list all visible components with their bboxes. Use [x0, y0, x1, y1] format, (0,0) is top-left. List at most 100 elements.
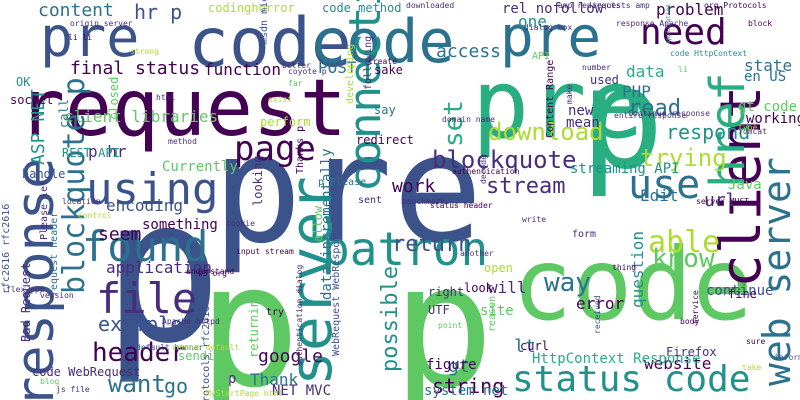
cloud-word: try — [266, 307, 285, 318]
cloud-word: status code — [512, 359, 751, 400]
cloud-word: go — [164, 374, 189, 398]
cloud-word: sure — [746, 337, 766, 346]
cloud-word: reason — [487, 295, 498, 332]
cloud-word: rfc2616 rfc2616 — [1, 203, 12, 294]
cloud-word: application — [106, 258, 212, 277]
cloud-word: code WebRequest — [32, 365, 141, 379]
cloud-word: hr p — [134, 0, 183, 24]
cloud-word: patron — [322, 222, 489, 276]
cloud-word: fine — [728, 287, 757, 301]
cloud-word: block — [748, 19, 773, 28]
cloud-word: li li — [68, 33, 93, 42]
cloud-word: default banner — [136, 343, 204, 352]
cloud-word: work — [392, 176, 436, 197]
cloud-word: create — [368, 57, 397, 66]
cloud-word: code method — [322, 1, 402, 15]
cloud-word: blockquote — [432, 146, 577, 174]
cloud-word: call — [57, 99, 71, 128]
cloud-word: PHP — [622, 82, 651, 101]
cloud-word: function — [204, 60, 282, 79]
cloud-word: far — [288, 79, 303, 88]
cloud-word: return — [392, 232, 472, 257]
cloud-word: figure — [426, 357, 477, 373]
cloud-word: final status — [70, 58, 201, 79]
cloud-word: sending — [178, 349, 229, 363]
cloud-word: new — [568, 103, 594, 119]
cloud-word: look — [464, 281, 493, 295]
cloud-word: coyote p — [288, 67, 327, 76]
cloud-word: curl — [520, 339, 549, 353]
cloud-word: p — [580, 38, 665, 201]
cloud-word: closed — [107, 76, 121, 120]
cloud-word: Please let — [39, 179, 50, 240]
cloud-word: read — [628, 96, 681, 121]
cloud-word: requests amp — [592, 1, 650, 10]
cloud-word: p — [392, 228, 495, 400]
cloud-word: gt — [448, 356, 470, 377]
cloud-word: Thank — [250, 370, 299, 389]
cloud-word: error — [576, 294, 625, 313]
cloud-word: authentication — [452, 167, 520, 176]
cloud-word: thing — [612, 263, 637, 272]
cloud-word: msdn microsoft — [259, 0, 270, 44]
cloud-word: able — [648, 225, 721, 260]
cloud-word: one — [518, 12, 547, 31]
cloud-word: Bad Request — [19, 262, 33, 342]
cloud-word: trying — [640, 144, 727, 172]
cloud-word: understand — [186, 267, 235, 276]
cloud-word: download — [488, 118, 604, 146]
cloud-word: seem — [98, 224, 142, 245]
cloud-word: encoding — [106, 196, 184, 215]
cloud-word: pre — [212, 103, 483, 277]
cloud-word: handle — [22, 167, 66, 181]
cloud-word: pre — [500, 5, 602, 70]
cloud-word: cookie — [226, 219, 255, 228]
cloud-word: Content Range — [545, 59, 556, 138]
cloud-word: state — [744, 56, 793, 75]
cloud-word: file — [96, 274, 198, 323]
cloud-word: allow — [311, 205, 325, 242]
cloud-word: lt — [514, 336, 536, 357]
cloud-word: streaming API — [570, 161, 680, 177]
cloud-word: information — [774, 353, 800, 362]
cloud-word: say — [374, 103, 396, 117]
cloud-word: example — [98, 312, 183, 336]
cloud-word: website — [644, 354, 712, 373]
cloud-word: want — [108, 370, 166, 398]
cloud-word: right — [428, 285, 465, 299]
cloud-word: received — [593, 295, 602, 334]
cloud-word: request — [18, 64, 347, 154]
cloud-word: downloaded — [406, 1, 455, 10]
cloud-word: Thanks p — [295, 125, 306, 174]
cloud-word: pre — [40, 5, 140, 69]
cloud-word: Currently — [162, 159, 238, 175]
cloud-word: HttpContext Response — [532, 351, 701, 367]
cloud-word: redirect — [356, 133, 414, 147]
cloud-word: org Protocols — [704, 1, 767, 10]
cloud-word: codinghorror — [208, 1, 295, 15]
cloud-word: number — [582, 63, 611, 72]
cloud-word: rel nofollow — [502, 1, 604, 17]
cloud-word: Edit — [640, 186, 679, 205]
cloud-word: client libraries — [64, 107, 219, 126]
cloud-word: OK — [16, 75, 31, 89]
cloud-word: form — [572, 229, 597, 240]
cloud-word: p — [228, 371, 237, 387]
cloud-word: socket — [10, 93, 54, 107]
cloud-word: amp redirects — [558, 1, 621, 10]
cloud-word: found — [82, 222, 209, 271]
cloud-word: entire response — [614, 111, 687, 120]
cloud-word: url — [704, 190, 737, 211]
cloud-word: location — [62, 197, 101, 206]
cloud-word: blog — [40, 377, 60, 386]
cloud-word: pre — [472, 50, 644, 160]
cloud-word: status header — [430, 201, 493, 210]
cloud-word: gt code — [738, 99, 798, 115]
cloud-word: p — [102, 155, 223, 388]
cloud-word: REST API — [62, 146, 120, 160]
cloud-word: know — [652, 244, 715, 274]
cloud-word: mean — [566, 115, 600, 131]
cloud-word: used — [590, 73, 619, 87]
cloud-word: using — [86, 164, 219, 215]
